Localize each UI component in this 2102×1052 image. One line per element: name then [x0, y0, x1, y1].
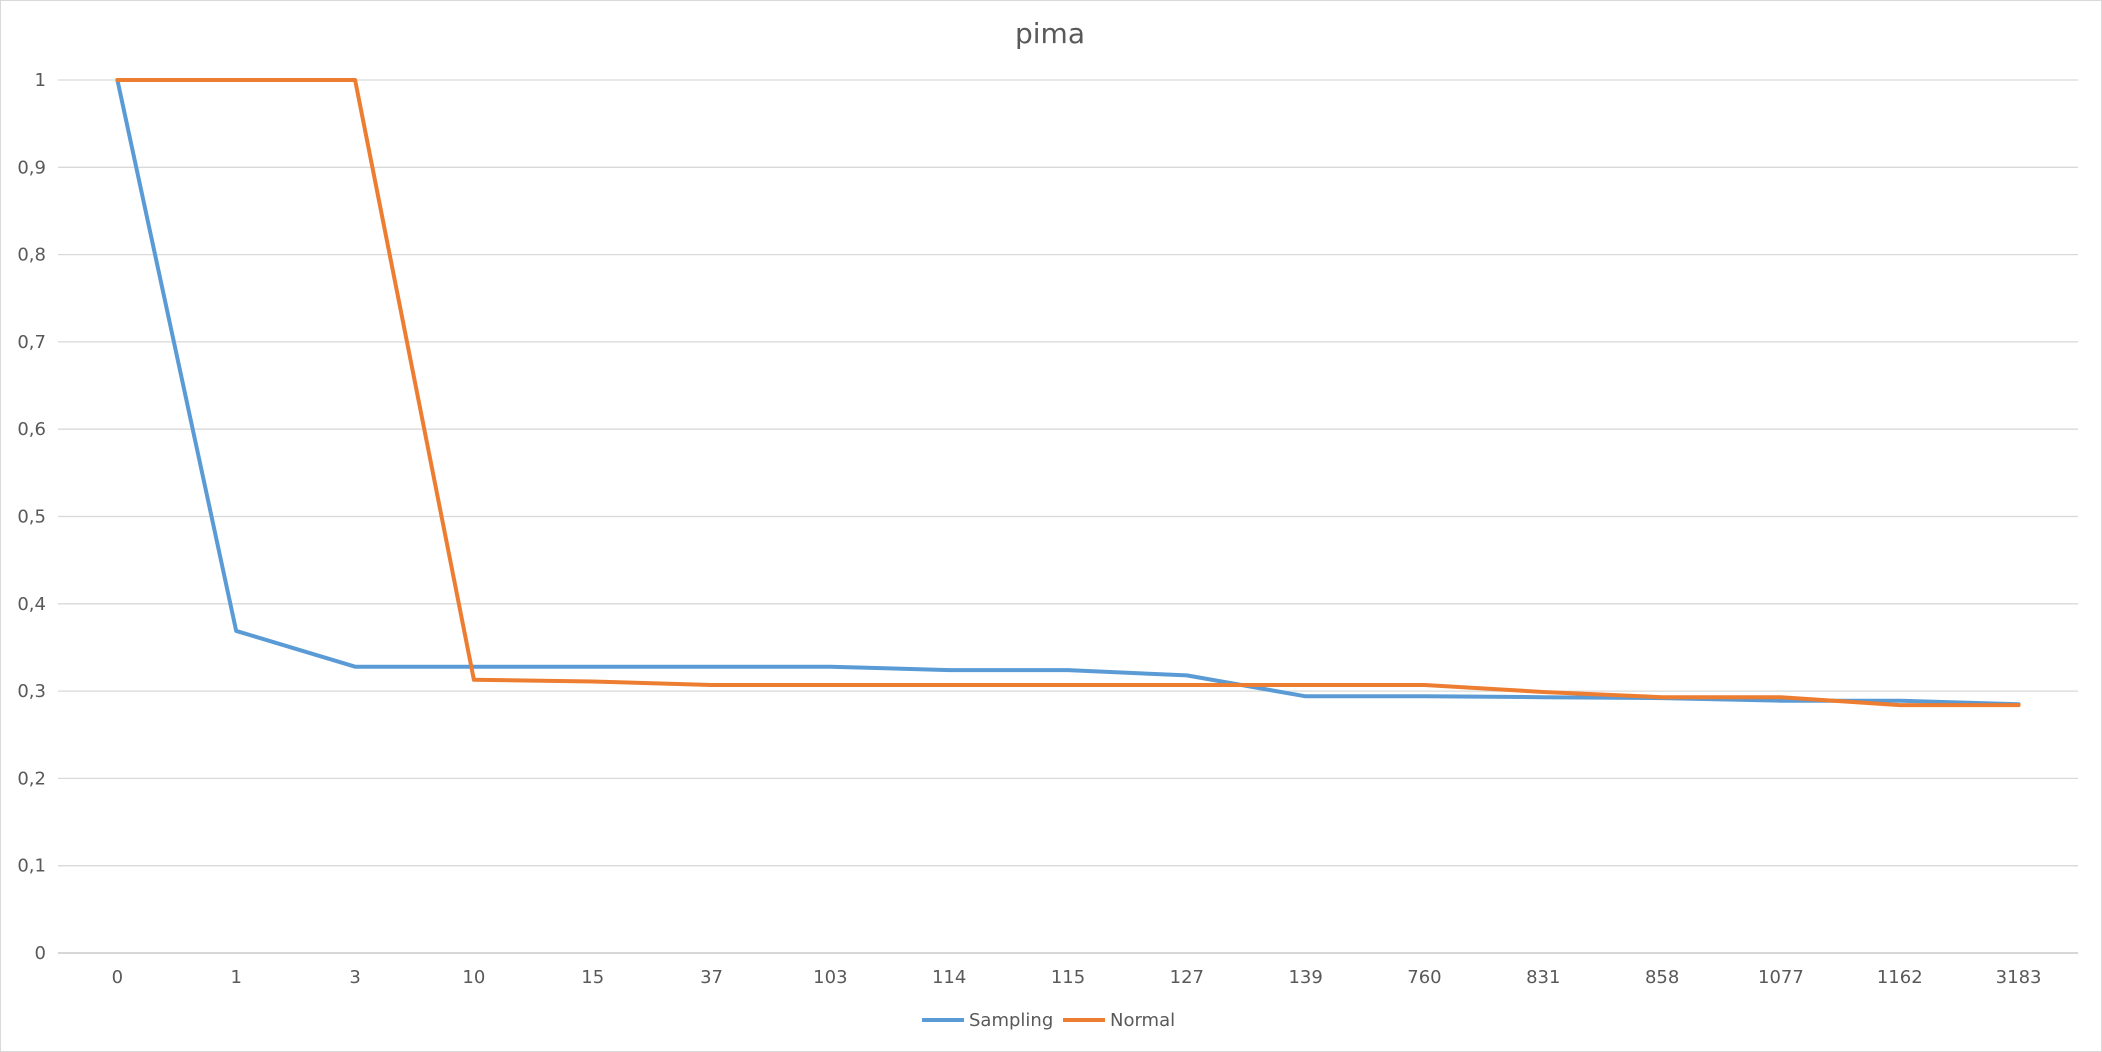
y-tick-label: 0,5: [17, 507, 46, 528]
x-tick-label: 1077: [1758, 967, 1804, 988]
x-tick-label: 3: [349, 967, 360, 988]
x-tick-label: 103: [813, 967, 847, 988]
y-tick-label: 0: [35, 943, 46, 964]
x-tick-label: 139: [1288, 967, 1322, 988]
legend-label-normal: Normal: [1110, 1010, 1175, 1031]
series-line-normal: [115, 78, 2021, 708]
y-tick-label: 0,9: [17, 157, 46, 178]
x-tick-label: 114: [932, 967, 966, 988]
x-tick-label: 1162: [1877, 967, 1923, 988]
y-tick-label: 0,3: [17, 681, 46, 702]
legend-label-sampling: Sampling: [969, 1010, 1053, 1031]
chart-title: pima: [1015, 17, 1085, 50]
x-tick-label: 115: [1051, 967, 1085, 988]
x-tick-label: 1: [231, 967, 242, 988]
x-tick-label: 0: [112, 967, 123, 988]
y-tick-label: 0,1: [17, 856, 46, 877]
x-tick-label: 858: [1645, 967, 1679, 988]
x-tick-label: 127: [1170, 967, 1204, 988]
x-tick-label: 15: [581, 967, 604, 988]
series-line-sampling: [115, 78, 2021, 707]
x-tick-label: 3183: [1996, 967, 2042, 988]
x-tick-label: 10: [462, 967, 485, 988]
y-tick-label: 0,6: [17, 419, 46, 440]
legend: Sampling Normal: [922, 1010, 1175, 1031]
y-tick-label: 0,2: [17, 768, 46, 789]
gridlines: [58, 79, 2078, 954]
y-tick-label: 0,8: [17, 245, 46, 266]
x-tick-label: 831: [1526, 967, 1560, 988]
x-tick-label: 37: [700, 967, 723, 988]
series-lines: [115, 78, 2021, 708]
y-axis-ticks: 0 0,1 0,2 0,3 0,4 0,5 0,6 0,7 0,8 0,9 1: [17, 70, 46, 964]
y-tick-label: 0,4: [17, 594, 46, 615]
x-tick-label: 760: [1407, 967, 1441, 988]
y-tick-label: 0,7: [17, 332, 46, 353]
x-axis-ticks: 0 1 3 10 15 37 103 114 115 127 139 760 831 858 1077 116…: [112, 967, 2042, 988]
y-tick-label: 1: [35, 70, 46, 91]
